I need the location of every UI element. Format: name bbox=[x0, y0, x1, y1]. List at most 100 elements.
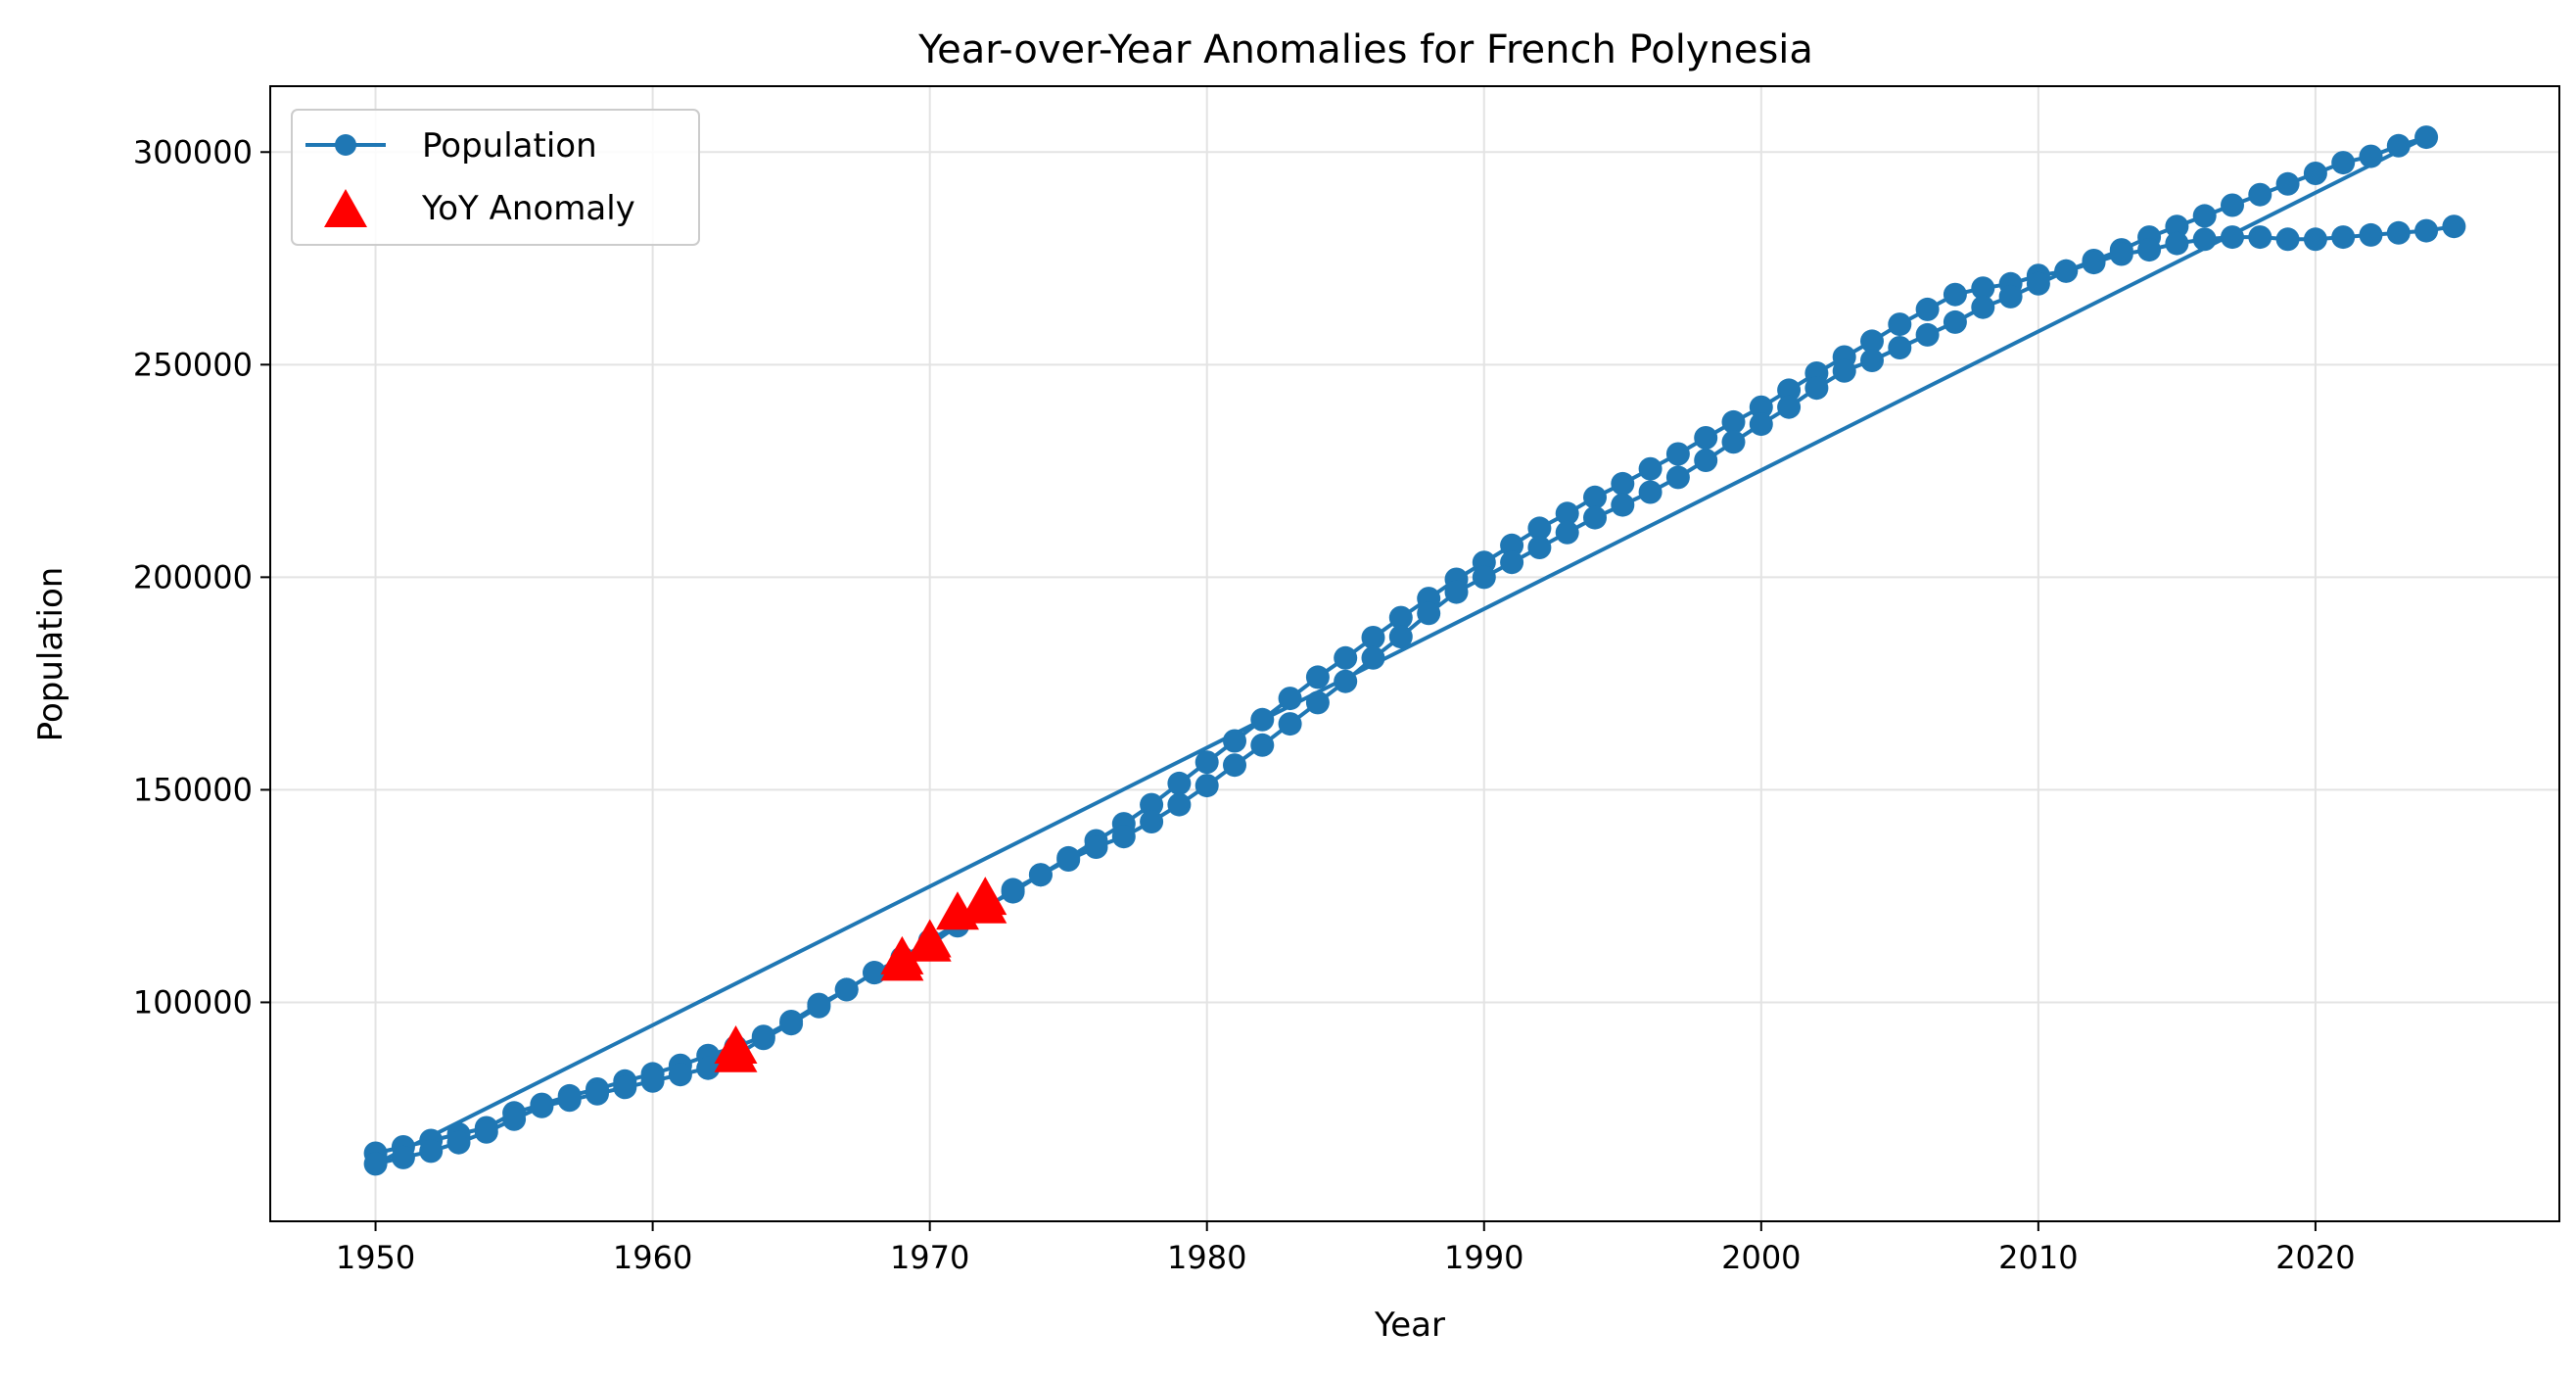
population-point bbox=[1388, 605, 1413, 630]
population-point bbox=[1028, 863, 1053, 887]
population-point bbox=[419, 1139, 444, 1164]
population-point bbox=[1334, 645, 1358, 670]
population-point bbox=[1832, 358, 1856, 383]
population-point bbox=[1361, 626, 1385, 649]
x-tick-label: 1960 bbox=[613, 1239, 692, 1276]
population-point bbox=[863, 961, 887, 985]
population-point bbox=[2165, 214, 2189, 239]
y-tick-label: 100000 bbox=[133, 983, 253, 1021]
anomaly-marker bbox=[880, 935, 924, 974]
population-point bbox=[1665, 465, 1690, 490]
anomaly-marker bbox=[963, 877, 1007, 916]
population-point bbox=[1915, 297, 1940, 321]
population-point bbox=[1777, 378, 1802, 403]
population-point bbox=[2442, 214, 2466, 239]
population-point bbox=[1611, 471, 1635, 496]
population-point bbox=[1555, 520, 1579, 545]
population-point bbox=[1943, 309, 1967, 334]
population-point bbox=[1721, 409, 1746, 434]
population-point bbox=[502, 1107, 527, 1131]
population-point bbox=[2303, 227, 2327, 252]
population-point bbox=[1223, 753, 1246, 778]
population-point bbox=[1500, 550, 1524, 575]
population-point bbox=[2414, 125, 2439, 150]
x-tick-label: 2020 bbox=[2275, 1239, 2355, 1276]
population-point bbox=[1472, 565, 1496, 590]
population-point bbox=[1056, 848, 1081, 872]
population-point bbox=[1001, 878, 1025, 902]
population-point bbox=[1749, 395, 1773, 419]
population-point bbox=[1167, 771, 1192, 795]
population-point bbox=[1305, 690, 1330, 715]
population-point bbox=[751, 1026, 775, 1051]
population-point bbox=[1278, 687, 1302, 711]
population-point bbox=[1140, 810, 1164, 833]
legend-label-population: Population bbox=[422, 126, 597, 166]
population-point bbox=[391, 1145, 415, 1169]
population-point bbox=[1583, 505, 1607, 530]
population-point bbox=[1998, 284, 2023, 309]
population-point bbox=[1361, 645, 1385, 670]
population-point bbox=[2192, 204, 2217, 228]
population-point bbox=[1665, 442, 1690, 466]
population-point bbox=[1527, 516, 1552, 541]
population-point bbox=[2275, 171, 2300, 196]
population-point bbox=[2275, 227, 2300, 252]
population-point bbox=[1943, 282, 1967, 307]
population-point bbox=[1111, 825, 1136, 849]
population-point bbox=[613, 1075, 637, 1100]
population-point bbox=[1500, 533, 1524, 557]
y-axis-label: Population bbox=[31, 567, 70, 742]
population-point bbox=[1694, 426, 1718, 450]
population-point bbox=[1555, 501, 1579, 526]
x-tick-label: 1970 bbox=[890, 1239, 969, 1276]
population-point bbox=[363, 1152, 388, 1176]
population-point bbox=[2248, 182, 2272, 207]
plot-series bbox=[363, 125, 2466, 1176]
population-point bbox=[1444, 580, 1469, 604]
legend-label-anomaly: YoY Anomaly bbox=[421, 189, 635, 228]
population-point bbox=[2109, 242, 2133, 266]
population-point bbox=[2026, 271, 2050, 296]
population-point bbox=[1167, 792, 1192, 817]
population-point bbox=[1721, 430, 1746, 454]
population-point bbox=[1194, 774, 1219, 798]
legend-anomaly-marker bbox=[324, 189, 367, 227]
population-point bbox=[2303, 162, 2327, 185]
plot-frame bbox=[269, 85, 2560, 1222]
population-point bbox=[2221, 225, 2244, 250]
x-tick-label: 2000 bbox=[1721, 1239, 1801, 1276]
population-point bbox=[1583, 485, 1607, 509]
population-point bbox=[2359, 144, 2383, 168]
population-point bbox=[1777, 395, 1802, 419]
y-tick-label: 300000 bbox=[133, 133, 253, 170]
population-point bbox=[2386, 220, 2411, 245]
population-point bbox=[1334, 669, 1358, 693]
grid bbox=[270, 86, 2559, 1221]
population-point bbox=[2248, 225, 2272, 250]
population-point bbox=[2082, 251, 2106, 275]
population-point bbox=[1888, 336, 1912, 359]
population-point bbox=[1694, 449, 1718, 472]
population-point bbox=[640, 1069, 665, 1093]
population-point bbox=[1527, 536, 1552, 559]
population-point bbox=[474, 1119, 498, 1144]
population-point bbox=[1611, 493, 1635, 517]
population-point bbox=[1971, 295, 1995, 319]
legend: Population YoY Anomaly bbox=[291, 109, 700, 246]
population-point bbox=[2165, 231, 2189, 256]
x-tick-label: 1950 bbox=[336, 1239, 415, 1276]
population-point bbox=[834, 977, 859, 1002]
population-point bbox=[585, 1081, 609, 1106]
population-point bbox=[1140, 792, 1164, 817]
population-point bbox=[1860, 329, 1884, 354]
population-point bbox=[1804, 376, 1829, 401]
population-point bbox=[1278, 712, 1302, 737]
population-point bbox=[1250, 707, 1275, 732]
population-point bbox=[1417, 601, 1441, 626]
population-point bbox=[1305, 665, 1330, 689]
population-point bbox=[1971, 276, 1995, 301]
population-point bbox=[1638, 480, 1663, 504]
population-point bbox=[1638, 456, 1663, 481]
